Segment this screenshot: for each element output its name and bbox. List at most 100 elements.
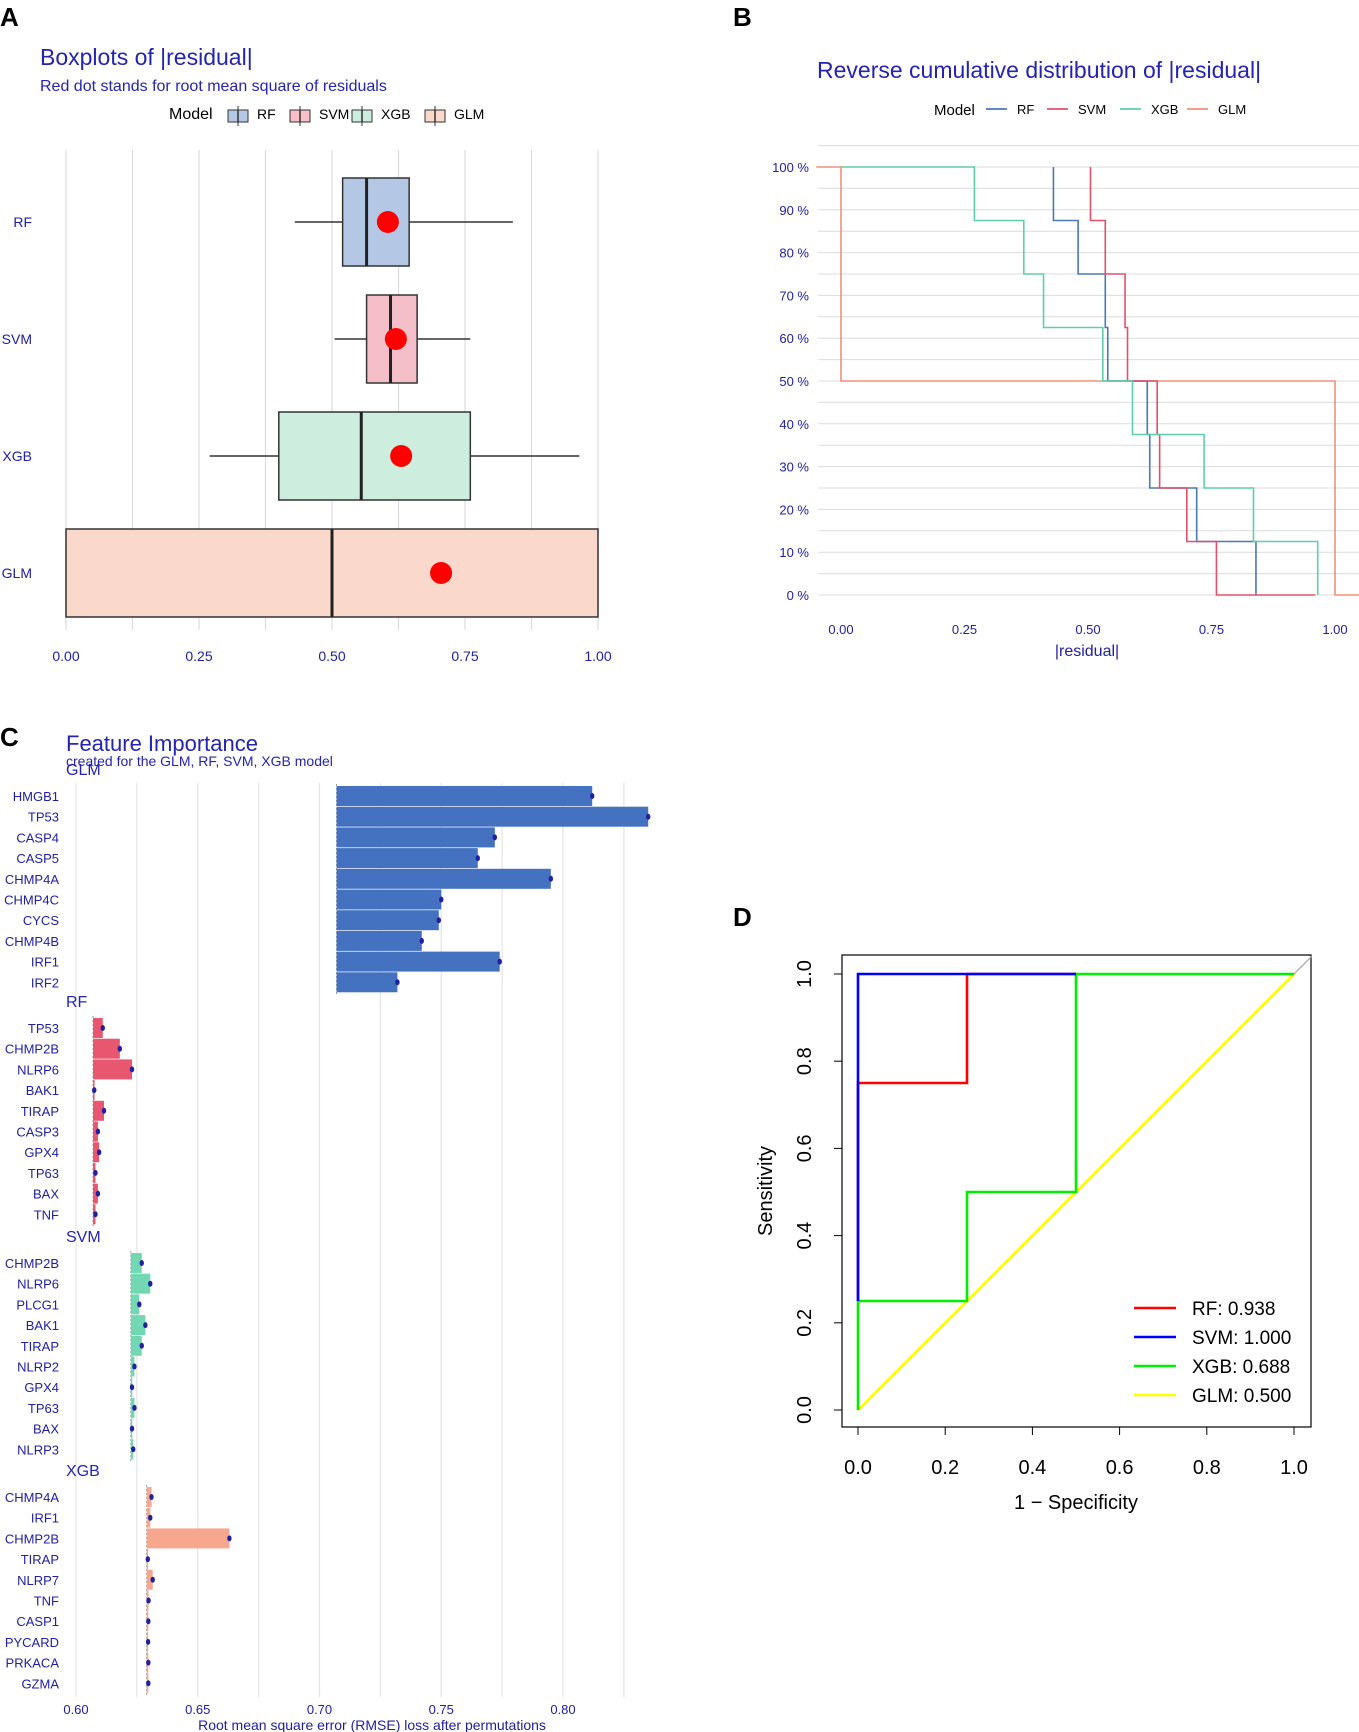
rms-dot-rf [376, 211, 399, 233]
rms-dot-xgb [390, 445, 413, 467]
feature-label: BAX [33, 1187, 59, 1202]
feature-label: TP53 [28, 810, 59, 825]
panel-b-legend: RF SVM XGB GLM [986, 102, 1246, 117]
feature-label: GZMA [21, 1676, 59, 1691]
roc-curve-svm [856, 972, 1076, 1301]
importance-point [646, 813, 651, 820]
feature-label: TIRAP [21, 1339, 59, 1354]
importance-bar [93, 1121, 98, 1142]
panel-b-ytick-label: 30 % [779, 460, 809, 475]
feature-label: PLCG1 [16, 1297, 59, 1312]
panel-a-boxplots: Boxplots of |residual| Red dot stands fo… [2, 44, 612, 664]
panel-a-ytick-glm: GLM [2, 565, 32, 581]
importance-point [93, 1169, 98, 1176]
panel-c-feature-importance: Feature Importance created for the GLM, … [4, 731, 651, 1732]
panel-c-xlabel: Root mean square error (RMSE) loss after… [198, 1717, 546, 1732]
panel-b-legend-title: Model [934, 102, 975, 119]
panel-a-xtick-label: 0.00 [52, 648, 79, 664]
importance-bar [130, 1273, 151, 1294]
panel-b-reverse-cdf: Reverse cumulative distribution of |resi… [772, 57, 1359, 660]
importance-point [548, 875, 554, 882]
feature-label: NLRP2 [17, 1360, 59, 1375]
panel-d-axis: 0.0 0.2 0.4 0.6 0.8 1.0 0.0 0.2 0.4 0.6 0.8 1.0 [794, 960, 1308, 1479]
importance-bar [130, 1294, 140, 1315]
facet-title-rf: RF [66, 994, 88, 1011]
importance-point [95, 1190, 101, 1197]
cdf-line-svm [1089, 167, 1316, 596]
panel-b-xtick-label: 0.00 [828, 622, 853, 637]
importance-point [148, 1280, 153, 1287]
importance-point [139, 1342, 144, 1349]
panel-d-roc: 0.0 0.2 0.4 0.6 0.8 1.0 0.0 0.2 0.4 0.6 0.8 1.0 RF:… [755, 954, 1312, 1514]
importance-bar [130, 1335, 142, 1356]
feature-label: IRF1 [31, 1511, 59, 1526]
panel-b-xtick-label: 1.00 [1322, 622, 1347, 637]
importance-point [96, 1149, 102, 1156]
feature-label: IRF2 [31, 975, 59, 990]
importance-point [100, 1025, 105, 1031]
feature-label: PRKACA [6, 1656, 60, 1671]
importance-point [146, 1659, 151, 1666]
importance-point [139, 1260, 144, 1266]
importance-bar [93, 1018, 103, 1038]
panel-b-xtick-label: 0.50 [1075, 622, 1100, 637]
feature-label: CASP4 [16, 830, 59, 845]
panel-a-axis: 0.00 0.25 0.50 0.75 1.00 RF SVM XGB GLM [2, 214, 612, 664]
panel-d-xtick-label: 0.4 [1018, 1457, 1046, 1479]
panel-a-xtick-label: 0.75 [451, 648, 478, 664]
importance-point [439, 896, 444, 903]
importance-bar [336, 848, 478, 869]
feature-label: CHMP2B [5, 1256, 59, 1271]
panel-b-ytick-label: 70 % [779, 288, 809, 303]
importance-bar [93, 1059, 133, 1080]
feature-label: CHMP4B [5, 934, 59, 949]
panel-d-ytick-label: 0.8 [794, 1047, 816, 1075]
importance-bar [336, 930, 422, 951]
importance-bar [336, 972, 398, 993]
feature-label: CASP5 [16, 851, 59, 866]
legend-label-xgb: XGB: 0.688 [1192, 1357, 1290, 1378]
panel-b-ytick-label: 0 % [787, 588, 810, 603]
importance-bar [93, 1183, 98, 1204]
legend-label-glm: GLM [454, 106, 484, 122]
legend-label-xgb: XGB [381, 106, 411, 122]
feature-label: IRF1 [31, 955, 59, 970]
panel-b-ytick-label: 60 % [779, 331, 809, 346]
panel-b-ytick-label: 40 % [779, 417, 809, 432]
legend-label-svm: SVM [1078, 102, 1106, 117]
importance-bar [146, 1569, 153, 1590]
panel-d-xtick-label: 0.2 [931, 1457, 959, 1479]
importance-point [148, 1514, 153, 1521]
feature-label: CASP3 [16, 1125, 59, 1140]
feature-label: HMGB1 [13, 789, 59, 804]
importance-point [143, 1322, 148, 1329]
importance-point [475, 855, 480, 862]
importance-bar [336, 951, 500, 972]
feature-label: GPX4 [24, 1380, 59, 1395]
panel-b-ytick-label: 10 % [779, 545, 809, 560]
importance-point [117, 1045, 123, 1052]
rms-dot-glm [430, 562, 453, 584]
facet-svm: SVM CHMP2B NLRP6 PLCG1 BAK1 TIRAP NLRP2 GPX4 TP6… [5, 1229, 153, 1462]
panel-c-xtick-label: 0.80 [550, 1702, 575, 1717]
legend-label-svm: SVM [319, 106, 349, 122]
panel-b-xlabel: |residual| [1055, 643, 1119, 660]
panel-a-boxes [65, 177, 599, 618]
panel-c-xtick-label: 0.75 [429, 1702, 454, 1717]
panel-d-lines [856, 956, 1312, 1411]
panel-b-title: Reverse cumulative distribution of |resi… [817, 57, 1261, 83]
importance-point [227, 1535, 232, 1542]
panel-c-title: Feature Importance [66, 731, 258, 756]
legend-label-rf: RF: 0.938 [1192, 1299, 1275, 1320]
feature-label: NLRP3 [17, 1442, 59, 1457]
importance-bar [93, 1100, 105, 1121]
panel-a-subtitle: Red dot stands for root mean square of r… [40, 78, 387, 95]
feature-label: TP63 [28, 1401, 59, 1416]
panel-a-xtick-label: 0.25 [185, 648, 212, 664]
feature-label: NLRP6 [17, 1062, 59, 1077]
feature-label: PYCARD [5, 1635, 59, 1650]
feature-label: CHMP2B [5, 1531, 59, 1546]
importance-point [436, 917, 442, 924]
importance-bar [336, 806, 649, 827]
importance-point [92, 1087, 97, 1094]
